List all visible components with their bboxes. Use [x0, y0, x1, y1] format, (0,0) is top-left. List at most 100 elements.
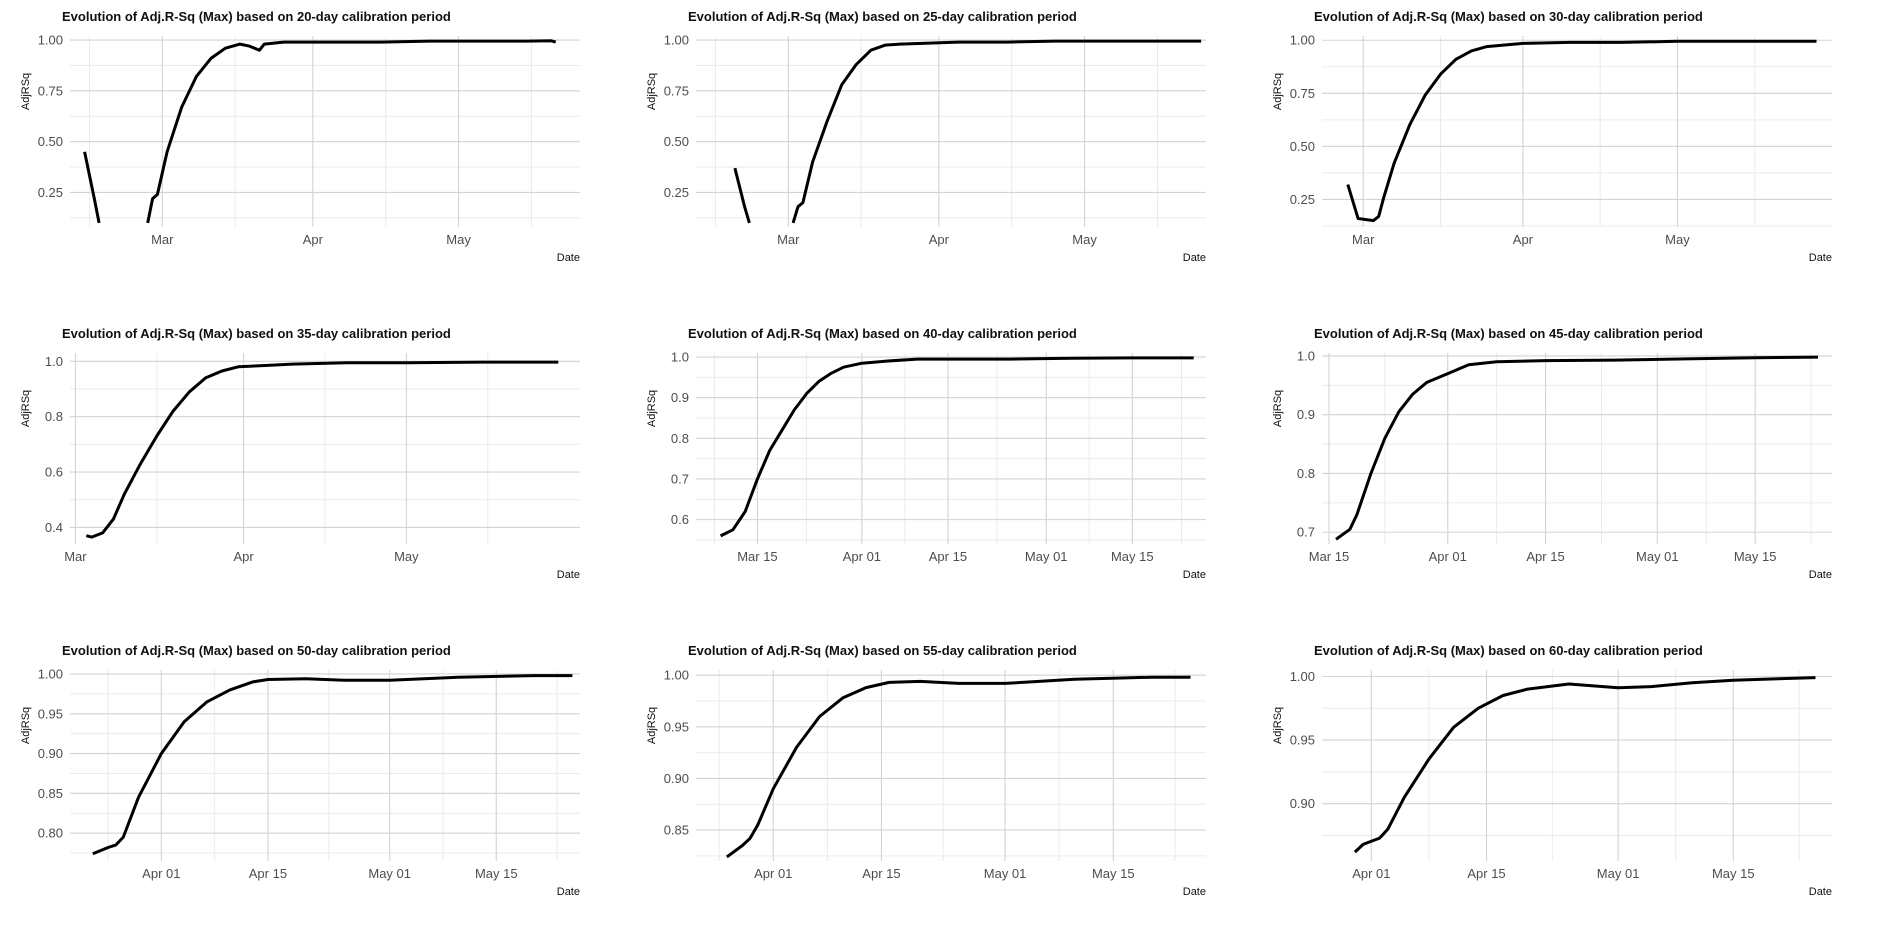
chart-title: Evolution of Adj.R-Sq (Max) based on 60-… [1314, 643, 1703, 658]
y-tick-label: 1.00 [1290, 33, 1315, 48]
chart-svg: 0.25 0.50 0.75 1.00 Mar Apr May Evolution of Ad… [20, 9, 580, 264]
x-tick-label: Mar 15 [737, 549, 777, 564]
chart-panel-2: 0.25 0.50 0.75 1.00 Mar Apr May Evolution of Ad… [626, 0, 1252, 317]
x-tick-label: Apr 15 [249, 866, 287, 881]
x-tick-label: May 01 [1597, 866, 1640, 881]
y-tick-label: 0.7 [1297, 525, 1315, 540]
chart-panel-8: 0.85 0.90 0.95 1.00 Apr 01 Apr 15 May 01 May 15… [626, 634, 1252, 951]
x-tick-label: Apr [1513, 232, 1534, 247]
x-tick-label: Mar [1352, 232, 1375, 247]
chart-svg: 0.25 0.50 0.75 1.00 Mar Apr May Evolution of Ad… [1272, 9, 1832, 264]
series-line [92, 674, 573, 856]
y-tick-label: 1.00 [664, 33, 689, 48]
x-tick-label: Mar [777, 232, 800, 247]
chart-svg: 0.25 0.50 0.75 1.00 Mar Apr May Evolution of Ad… [646, 9, 1206, 264]
x-tick-label: May 15 [1712, 866, 1755, 881]
x-tick-label: May 01 [1636, 549, 1679, 564]
y-tick-label: 1.00 [1290, 669, 1315, 684]
x-tick-label: May [1665, 232, 1690, 247]
x-tick-label: May [1072, 232, 1097, 247]
x-axis-label: Date [1809, 569, 1832, 581]
chart-panel-6: 0.7 0.8 0.9 1.0 Mar 15 Apr 01 Apr 15 May 01 May … [1252, 317, 1878, 634]
x-tick-label: Mar [64, 549, 87, 564]
chart-title: Evolution of Adj.R-Sq (Max) based on 40-… [688, 326, 1077, 341]
y-tick-label: 0.95 [1290, 733, 1315, 748]
y-tick-label: 0.50 [1290, 139, 1315, 154]
series-line [1353, 676, 1816, 854]
y-tick-label: 0.8 [671, 431, 689, 446]
y-tick-label: 0.90 [1290, 796, 1315, 811]
y-tick-label: 0.25 [38, 185, 63, 200]
chart-svg: 0.6 0.7 0.8 0.9 1.0 Mar 15 Apr 01 Apr 15 May 01 M… [646, 326, 1206, 581]
chart-title: Evolution of Adj.R-Sq (Max) based on 35-… [62, 326, 451, 341]
x-tick-label: Apr 01 [142, 866, 180, 881]
x-axis-label: Date [1183, 569, 1206, 581]
y-tick-label: 1.00 [664, 668, 689, 683]
y-tick-label: 0.85 [664, 823, 689, 838]
chart-title: Evolution of Adj.R-Sq (Max) based on 45-… [1314, 326, 1703, 341]
y-axis-label: AdjRSq [1272, 707, 1284, 744]
chart-svg: 0.7 0.8 0.9 1.0 Mar 15 Apr 01 Apr 15 May 01 May … [1272, 326, 1832, 581]
y-tick-label: 0.8 [45, 409, 63, 424]
series-line [791, 39, 1202, 224]
series-line [85, 360, 559, 539]
y-tick-label: 0.4 [45, 520, 63, 535]
x-tick-label: Apr [303, 232, 324, 247]
y-tick-label: 1.0 [45, 354, 63, 369]
y-axis-label: AdjRSq [20, 390, 32, 427]
x-tick-label: May 15 [1092, 866, 1135, 881]
x-tick-label: May 15 [475, 866, 518, 881]
x-axis-label: Date [557, 252, 580, 264]
chart-panel-4: 0.4 0.6 0.8 1.0 Mar Apr May Evolution of Adj.R-… [0, 317, 626, 634]
y-tick-label: 0.95 [38, 706, 63, 721]
chart-title: Evolution of Adj.R-Sq (Max) based on 25-… [688, 9, 1077, 24]
series-line [719, 356, 1194, 538]
y-tick-label: 1.0 [1297, 348, 1315, 363]
x-tick-label: May 15 [1111, 549, 1154, 564]
series-line [1346, 39, 1817, 223]
y-tick-label: 1.0 [671, 350, 689, 365]
series-line [83, 151, 101, 224]
x-tick-label: May 01 [984, 866, 1027, 881]
y-tick-label: 0.50 [38, 134, 63, 149]
series-line [1335, 355, 1819, 541]
y-tick-label: 0.25 [1290, 192, 1315, 207]
x-tick-label: Apr 15 [1526, 549, 1564, 564]
x-tick-label: May 01 [368, 866, 411, 881]
x-tick-label: Apr 01 [754, 866, 792, 881]
chart-panel-5: 0.6 0.7 0.8 0.9 1.0 Mar 15 Apr 01 Apr 15 May 01 M… [626, 317, 1252, 634]
x-tick-label: Apr [929, 232, 950, 247]
x-tick-label: Apr 01 [1352, 866, 1390, 881]
y-axis-label: AdjRSq [646, 707, 658, 744]
y-tick-label: 0.9 [671, 390, 689, 405]
y-tick-label: 0.90 [38, 746, 63, 761]
chart-svg: 0.80 0.85 0.90 0.95 1.00 Apr 01 Apr 15 May 01 Ma… [20, 643, 580, 898]
x-axis-label: Date [1183, 252, 1206, 264]
y-tick-label: 0.8 [1297, 466, 1315, 481]
y-tick-label: 0.90 [664, 771, 689, 786]
y-tick-label: 0.75 [664, 83, 689, 98]
chart-svg: 0.90 0.95 1.00 Apr 01 Apr 15 May 01 May 15 Evol… [1272, 643, 1832, 898]
y-axis-label: AdjRSq [20, 707, 32, 744]
x-tick-label: Apr 01 [1429, 549, 1467, 564]
x-axis-label: Date [557, 886, 580, 898]
series-line [726, 675, 1191, 859]
y-axis-label: AdjRSq [1272, 390, 1284, 427]
series-line [146, 39, 557, 224]
series-line [733, 167, 751, 224]
x-axis-label: Date [1809, 886, 1832, 898]
x-tick-label: May [394, 549, 419, 564]
y-tick-label: 0.7 [671, 471, 689, 486]
x-tick-label: Apr [233, 549, 254, 564]
x-tick-label: Apr 01 [843, 549, 881, 564]
y-tick-label: 0.95 [664, 719, 689, 734]
y-tick-label: 0.6 [671, 512, 689, 527]
y-axis-label: AdjRSq [1272, 73, 1284, 110]
chart-panel-3: 0.25 0.50 0.75 1.00 Mar Apr May Evolution of Ad… [1252, 0, 1878, 317]
y-tick-label: 0.6 [45, 465, 63, 480]
x-tick-label: Mar 15 [1309, 549, 1349, 564]
chart-svg: 0.85 0.90 0.95 1.00 Apr 01 Apr 15 May 01 May 15… [646, 643, 1206, 898]
chart-svg: 0.4 0.6 0.8 1.0 Mar Apr May Evolution of Adj.R-… [20, 326, 580, 581]
y-tick-label: 0.25 [664, 185, 689, 200]
